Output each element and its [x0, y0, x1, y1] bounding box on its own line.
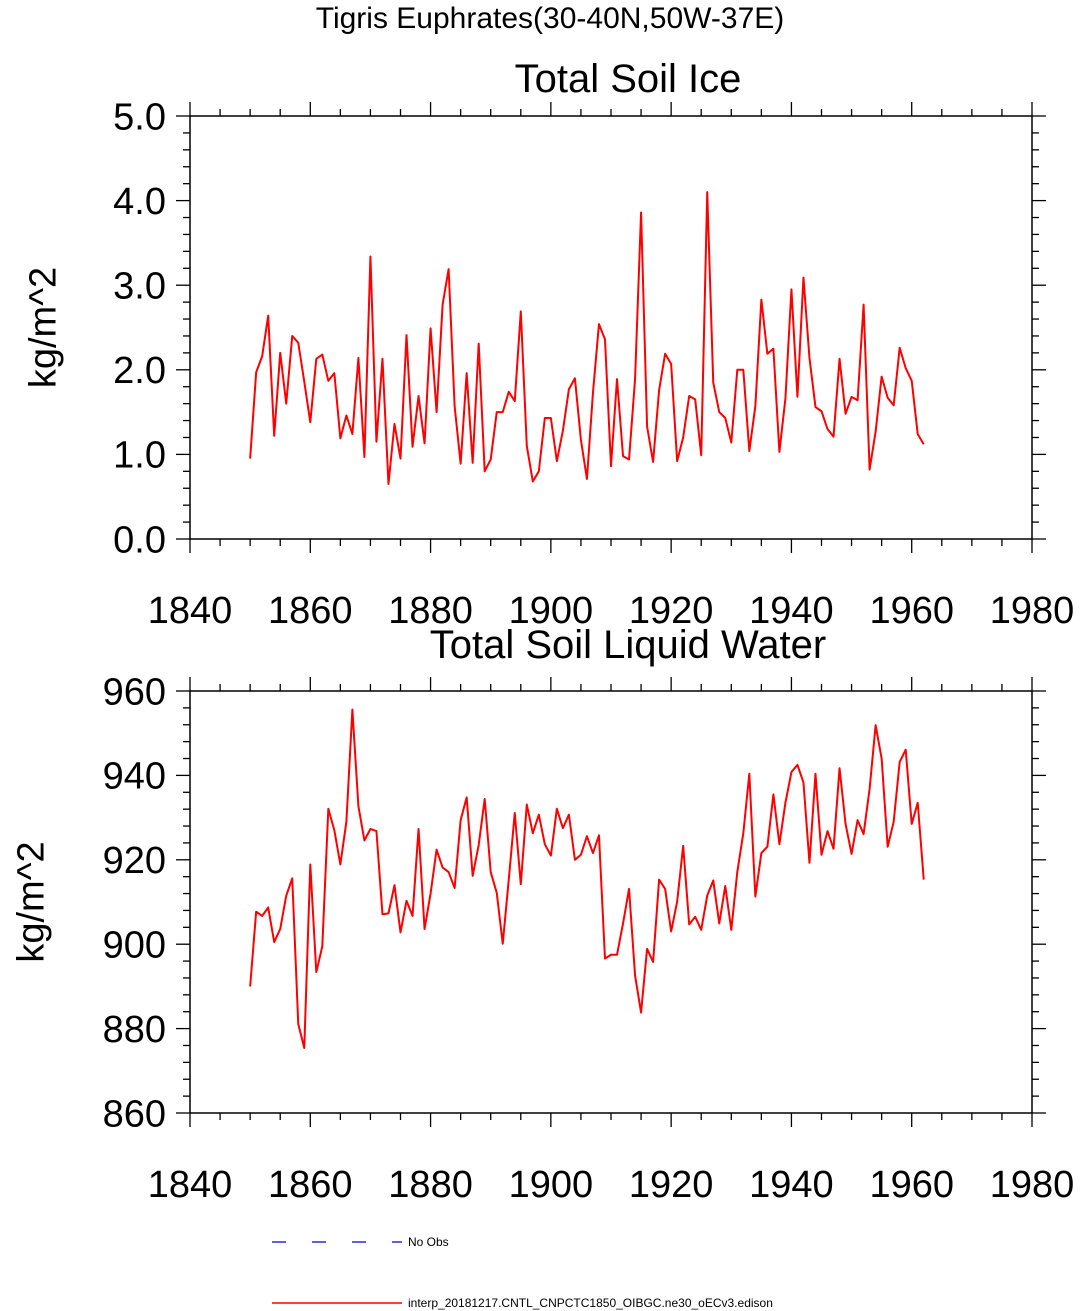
- y-tick-label: 880: [103, 1009, 166, 1051]
- y-tick-label: 940: [103, 756, 166, 798]
- x-tick-label: 1980: [990, 590, 1075, 632]
- panel-title: Total Soil Ice: [515, 57, 742, 101]
- x-tick-label: 1900: [509, 1164, 594, 1206]
- y-tick-label: 4.0: [113, 181, 166, 223]
- legend-obs-label: No Obs: [408, 1235, 449, 1249]
- x-tick-label: 1940: [749, 590, 834, 632]
- series-line: [249, 191, 925, 486]
- x-tick-label: 1900: [509, 590, 594, 632]
- y-tick-label: 960: [103, 671, 166, 713]
- x-tick-label: 1840: [148, 590, 233, 632]
- legend-model-label: interp_20181217.CNTL_CNPCTC1850_OIBGC.ne…: [408, 1296, 773, 1310]
- x-tick-label: 1980: [990, 1164, 1075, 1206]
- y-axis-label: kg/m^2: [22, 267, 64, 388]
- x-tick-label: 1920: [629, 1164, 714, 1206]
- figure-title: Tigris Euphrates(30-40N,50W-37E): [316, 2, 785, 35]
- x-tick-label: 1860: [268, 590, 353, 632]
- panel-total-soil-ice: Total Soil Ice kg/m^2 1840 1860 1880 1900 1920…: [22, 57, 1074, 632]
- x-tick-label: 1860: [268, 1164, 353, 1206]
- y-tick-label: 3.0: [113, 266, 166, 308]
- plot-frame: [189, 115, 1033, 540]
- panel-total-soil-liquid-water: Total Soil Liquid Water kg/m^2 1840 1860 188…: [10, 623, 1074, 1206]
- y-tick-label: 900: [103, 925, 166, 967]
- y-axis-label: kg/m^2: [10, 841, 52, 962]
- y-tick-label: 5.0: [113, 96, 166, 138]
- legend: No Obs interp_20181217.CNTL_CNPCTC1850_O…: [272, 1235, 773, 1310]
- y-tick-label: 1.0: [113, 435, 166, 477]
- x-tick-label: 1920: [629, 590, 714, 632]
- y-tick-label: 860: [103, 1093, 166, 1135]
- y-tick-label: 920: [103, 840, 166, 882]
- panel-title: Total Soil Liquid Water: [430, 623, 826, 667]
- x-tick-label: 1840: [148, 1164, 233, 1206]
- x-tick-label: 1960: [869, 590, 954, 632]
- x-tick-label: 1940: [749, 1164, 834, 1206]
- y-tick-label: 0.0: [113, 519, 166, 561]
- x-tick-label: 1960: [869, 1164, 954, 1206]
- x-tick-label: 1880: [388, 1164, 473, 1206]
- y-tick-label: 2.0: [113, 350, 166, 392]
- x-tick-label: 1880: [388, 590, 473, 632]
- series-line: [249, 708, 925, 1050]
